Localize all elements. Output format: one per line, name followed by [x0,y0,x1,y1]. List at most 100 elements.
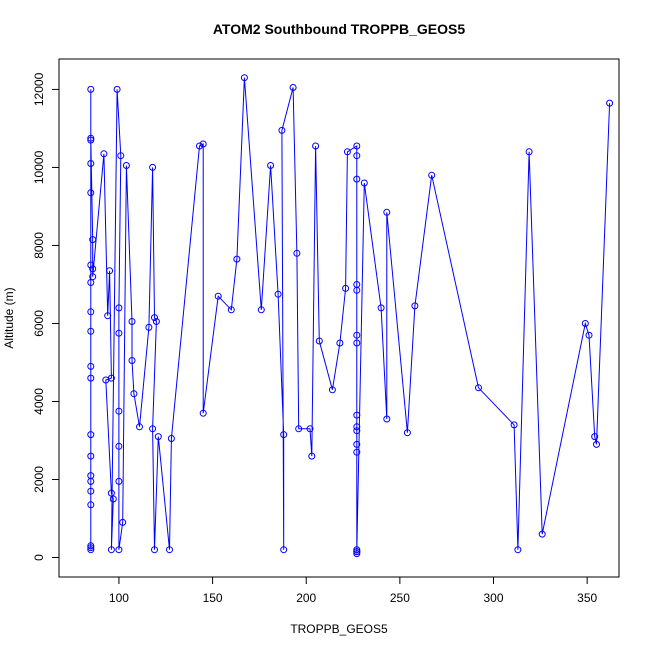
data-point [312,142,320,150]
data-point [353,411,361,419]
data-point [280,546,288,554]
data-point [353,548,361,556]
y-tick-label: 4000 [32,388,46,415]
data-point [87,136,95,144]
data-point [403,429,411,437]
data-point [214,292,222,300]
x-axis-label: TROPPB_GEOS5 [290,622,388,636]
data-point [353,286,361,294]
data-point [87,189,95,197]
data-point [87,160,95,167]
data-point [115,304,123,312]
data-point [152,318,160,325]
data-point [87,546,95,554]
x-tick-label: 300 [483,591,503,605]
data-point [87,134,95,142]
data-point [149,163,157,171]
data-point [87,327,95,335]
data-point [295,425,303,433]
data-point [151,314,158,322]
data-point [240,74,248,82]
data-point [289,84,297,91]
data-point [525,148,533,156]
series-line [90,77,611,554]
data-point [102,376,110,384]
data-point [257,306,265,314]
data-point [342,284,350,292]
y-tick-label: 0 [32,554,46,561]
data-point [336,339,344,347]
data-point [87,452,95,460]
x-axis: 100 150 200 250 300 350 [109,576,597,605]
y-axis: 0 2000 4000 6000 8000 10000 12000 [32,72,60,561]
data-point [353,175,361,183]
data-point [87,542,95,550]
x-tick-label: 250 [390,591,410,605]
y-tick-label: 8000 [32,232,46,259]
data-point [128,357,136,364]
y-axis-label: Altitude (m) [2,287,16,348]
data-point [87,374,95,382]
data-point [308,452,316,460]
data-point [113,85,121,93]
data-point [353,142,361,150]
data-point [377,304,385,312]
data-point [166,546,173,554]
data-point [585,331,593,339]
data-point [87,308,95,316]
data-point [149,425,157,433]
data-point [154,433,162,441]
data-point [104,312,112,320]
data-point [87,501,95,509]
data-point [538,530,546,538]
data-point [278,126,286,134]
data-point [353,448,361,456]
data-point [115,477,123,485]
y-tick-label: 6000 [32,310,46,337]
data-point [475,384,482,392]
x-tick-label: 350 [577,591,597,605]
data-point [115,546,123,554]
data-point [199,409,207,417]
data-point [109,495,117,503]
data-point [383,415,391,423]
data-point [199,140,207,148]
data-point [315,337,323,345]
data-point [227,306,235,314]
data-point [343,148,351,156]
data-point [87,544,95,552]
data-point [383,208,391,216]
data-point [122,162,130,169]
data-point [267,162,275,169]
data-point [87,362,95,370]
data-point [353,331,361,339]
data-point [606,99,614,107]
y-tick-label: 2000 [32,466,46,493]
data-point [106,267,114,275]
data-point [115,407,123,415]
data-point [280,431,288,439]
data-point [87,261,95,269]
data-point [411,302,419,310]
data-point [89,273,97,281]
data-point [167,435,175,442]
data-point [89,236,97,244]
data-point [136,423,143,431]
data-point [591,433,599,441]
data-point [353,339,361,347]
data-point [151,546,158,554]
data-point [115,329,123,337]
data-point [353,423,361,431]
data-point [353,152,361,160]
data-point [306,425,314,433]
data-point [89,265,97,273]
data-point [107,546,115,554]
data-point [353,550,361,558]
data-point [353,546,361,554]
data-point [119,518,127,526]
data-point [130,390,138,398]
data-point [510,421,518,429]
data-point [117,152,125,160]
y-tick-label: 12000 [32,72,46,106]
